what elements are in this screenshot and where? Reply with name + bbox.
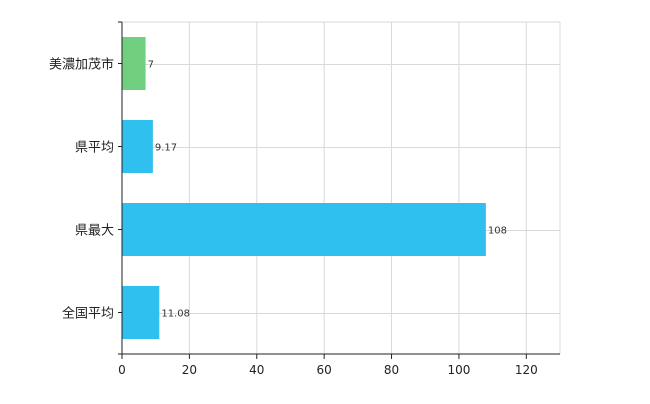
x-tick-label: 0 (118, 363, 126, 377)
data-label: 9.17 (155, 143, 177, 154)
grid-lines (122, 21, 561, 354)
bar (122, 120, 153, 173)
x-tick-label: 60 (317, 363, 332, 377)
bars (122, 37, 486, 339)
data-label: 11.08 (161, 309, 190, 320)
x-tick-label: 40 (249, 363, 264, 377)
x-tick-label: 100 (447, 363, 470, 377)
x-tick-label: 20 (182, 363, 197, 377)
category-label: 県最大 (75, 224, 114, 239)
bar (122, 203, 486, 256)
data-label: 108 (488, 226, 507, 237)
axes (118, 21, 560, 359)
bar (122, 37, 146, 90)
bar (122, 286, 160, 339)
labels: 7 美濃加茂市 9.17 県平均 108 県最大 11.08 全国平均 0 20 40 60 80 100… (49, 57, 538, 378)
data-label: 7 (148, 60, 154, 71)
x-tick-label: 80 (384, 363, 399, 377)
x-tick-label: 120 (515, 363, 538, 377)
category-label: 県平均 (75, 141, 114, 156)
category-label: 全国平均 (62, 306, 114, 322)
category-label: 美濃加茂市 (49, 57, 114, 73)
